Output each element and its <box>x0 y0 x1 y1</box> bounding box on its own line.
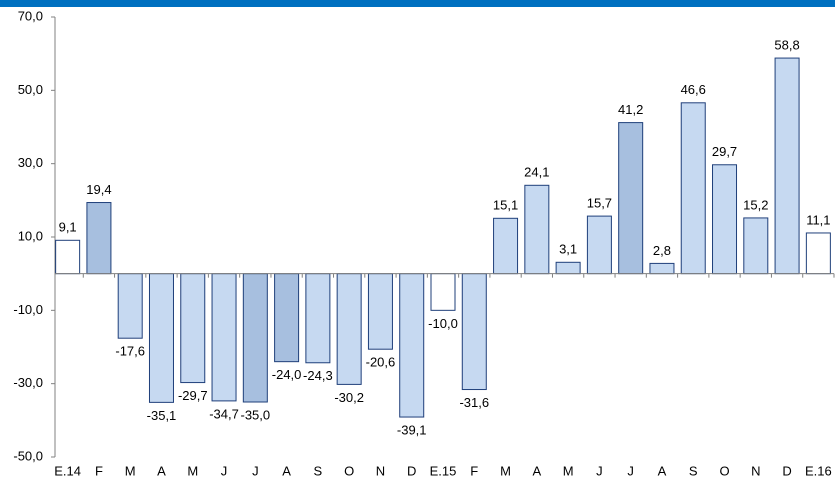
bar <box>743 217 769 275</box>
x-tick-label: F <box>95 463 103 478</box>
value-label: -35,1 <box>147 408 177 423</box>
y-tick-label: 10,0 <box>18 228 43 243</box>
value-label: 9,1 <box>59 220 77 235</box>
value-label: -30,2 <box>334 390 364 405</box>
x-tick-label: O <box>719 463 729 478</box>
y-tick-label: -10,0 <box>13 302 43 317</box>
value-label: 11,1 <box>806 212 830 227</box>
x-tick-label: D <box>782 463 791 478</box>
y-tick-label: 30,0 <box>18 155 43 170</box>
value-label: 24,1 <box>524 165 549 180</box>
bar <box>274 273 300 363</box>
x-tick-label: S <box>314 463 323 478</box>
value-label: -34,7 <box>209 406 239 421</box>
x-tick-label: A <box>533 463 542 478</box>
bar <box>86 202 112 275</box>
value-label: 29,7 <box>712 144 737 159</box>
x-tick-label: D <box>407 463 416 478</box>
x-tick-label: A <box>658 463 667 478</box>
value-label: 15,7 <box>587 196 612 211</box>
x-tick-label: M <box>187 463 198 478</box>
bar <box>524 184 550 275</box>
value-label: 2,8 <box>653 243 671 258</box>
bar <box>148 273 174 403</box>
bar <box>618 122 644 275</box>
value-label: -31,6 <box>459 395 489 410</box>
x-tick-label: J <box>252 463 259 478</box>
value-label: -20,6 <box>366 355 396 370</box>
value-label: -24,0 <box>272 367 302 382</box>
bar <box>367 273 393 350</box>
value-label: 46,6 <box>681 82 706 97</box>
bar <box>336 273 362 385</box>
bar <box>774 57 800 275</box>
bar <box>649 262 675 275</box>
x-tick-label: E.16 <box>805 463 832 478</box>
bar <box>399 273 425 418</box>
bar <box>242 273 268 403</box>
bar <box>117 273 143 339</box>
bar <box>305 273 331 364</box>
value-label: 15,1 <box>493 198 518 213</box>
x-tick-label: A <box>282 463 291 478</box>
bar <box>55 239 81 275</box>
bar <box>555 261 581 275</box>
bar <box>430 273 456 311</box>
x-tick-label: F <box>470 463 478 478</box>
value-label: -10,0 <box>428 316 458 331</box>
y-tick-label: -30,0 <box>13 375 43 390</box>
y-tick-label: 50,0 <box>18 82 43 97</box>
bar <box>680 102 706 275</box>
x-tick-label: A <box>157 463 166 478</box>
x-tick-label: S <box>689 463 698 478</box>
x-tick-label: E.15 <box>430 463 457 478</box>
bar <box>461 273 487 391</box>
header-stripe <box>0 0 835 7</box>
y-tick-label: 70,0 <box>18 8 43 23</box>
value-label: -29,7 <box>178 388 208 403</box>
bar <box>180 273 206 384</box>
x-tick-label: N <box>751 463 760 478</box>
value-label: 19,4 <box>86 182 111 197</box>
bar <box>805 232 831 275</box>
value-label: -17,6 <box>115 344 145 359</box>
x-tick-label: J <box>596 463 603 478</box>
value-label: 15,2 <box>743 197 768 212</box>
bar <box>493 217 519 275</box>
x-tick-label: O <box>344 463 354 478</box>
value-label: 3,1 <box>559 242 577 257</box>
x-tick-label: M <box>125 463 136 478</box>
x-tick-label: M <box>563 463 574 478</box>
x-tick-label: J <box>627 463 634 478</box>
value-label: 58,8 <box>774 38 799 53</box>
y-tick-label: -50,0 <box>13 448 43 463</box>
value-label: -39,1 <box>397 422 427 437</box>
value-label: 41,2 <box>618 102 643 117</box>
x-tick-label: N <box>376 463 385 478</box>
bar <box>586 215 612 275</box>
value-label: -24,3 <box>303 368 333 383</box>
bar <box>211 273 237 402</box>
x-tick-label: E.14 <box>54 463 81 478</box>
value-label: -35,0 <box>240 407 270 422</box>
bar <box>712 164 738 275</box>
x-tick-label: M <box>500 463 511 478</box>
x-tick-label: J <box>221 463 228 478</box>
